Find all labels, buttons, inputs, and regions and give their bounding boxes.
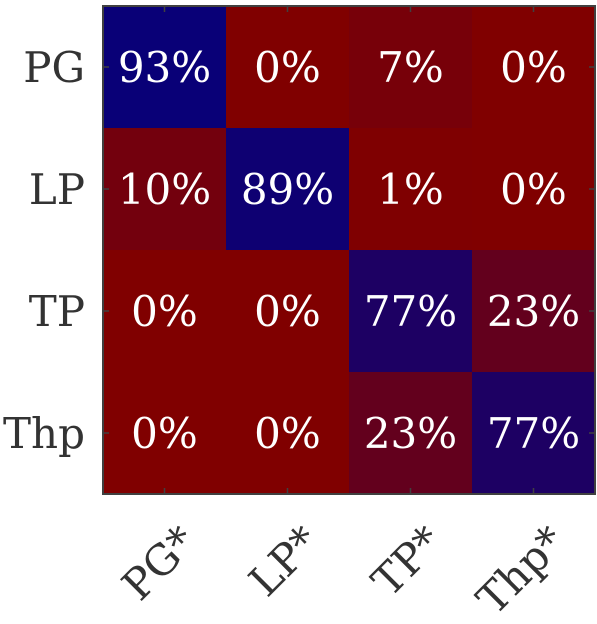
cell-value-label: 0%	[131, 287, 198, 336]
heatmap-cell-pg-pg-star	[103, 6, 226, 128]
row-label-lp: LP	[29, 165, 85, 214]
heatmap-cell-tp-thp-star	[472, 250, 595, 372]
cell-value-label: 23%	[364, 409, 457, 458]
cell-value-label: 0%	[500, 165, 567, 214]
cell-value-label: 7%	[377, 43, 444, 92]
heatmap-cell-lp-lp-star	[226, 128, 349, 250]
cell-value-label: 1%	[377, 165, 444, 214]
row-tick-labels: PG LP TP Thp	[3, 43, 85, 458]
heatmap-cell-tp-pg-star	[103, 250, 226, 372]
cell-value-label: 0%	[254, 43, 321, 92]
heatmap-cell-lp-thp-star	[472, 128, 595, 250]
cell-value-label: 77%	[487, 409, 580, 458]
cell-value-label: 0%	[254, 287, 321, 336]
heatmap-cell-lp-pg-star	[103, 128, 226, 250]
heatmap-cell-lp-tp-star	[349, 128, 472, 250]
cell-value-label: 0%	[500, 43, 567, 92]
cell-value-label: 10%	[118, 165, 211, 214]
row-label-thp: Thp	[3, 409, 85, 458]
cell-value-label: 23%	[487, 287, 580, 336]
heatmap-cell-labels: 93% 0% 7% 0% 10% 89% 1% 0% 0% 0% 77% 23% 0% 0% 23% 77%	[118, 43, 580, 458]
column-label-tp-star: TP*	[362, 516, 451, 605]
heatmap-cell-thp-thp-star	[472, 372, 595, 494]
cell-value-label: 0%	[254, 409, 321, 458]
heatmap-cell-thp-pg-star	[103, 372, 226, 494]
heatmap-cells	[103, 6, 595, 494]
cell-value-label: 93%	[118, 43, 211, 92]
row-label-pg: PG	[23, 43, 85, 92]
column-tick-labels: PG* LP* TP* Thp*	[112, 516, 574, 623]
heatmap-cell-tp-lp-star	[226, 250, 349, 372]
column-label-thp-star: Thp*	[467, 516, 574, 619]
heatmap-cell-pg-thp-star	[472, 6, 595, 128]
row-label-tp: TP	[29, 287, 85, 336]
heatmap-cell-tp-tp-star	[349, 250, 472, 372]
plot-frame	[102, 5, 596, 495]
heatmap-cell-thp-lp-star	[226, 372, 349, 494]
column-label-lp-star: LP*	[239, 516, 328, 605]
heatmap-cell-thp-tp-star	[349, 372, 472, 494]
heatmap-cell-pg-tp-star	[349, 6, 472, 128]
heatmap-cell-pg-lp-star	[226, 6, 349, 128]
heatmap-axes	[102, 5, 596, 495]
cell-value-label: 0%	[131, 409, 198, 458]
cell-value-label: 77%	[364, 287, 457, 336]
column-label-pg-star: PG*	[112, 516, 205, 609]
cell-value-label: 89%	[241, 165, 334, 214]
